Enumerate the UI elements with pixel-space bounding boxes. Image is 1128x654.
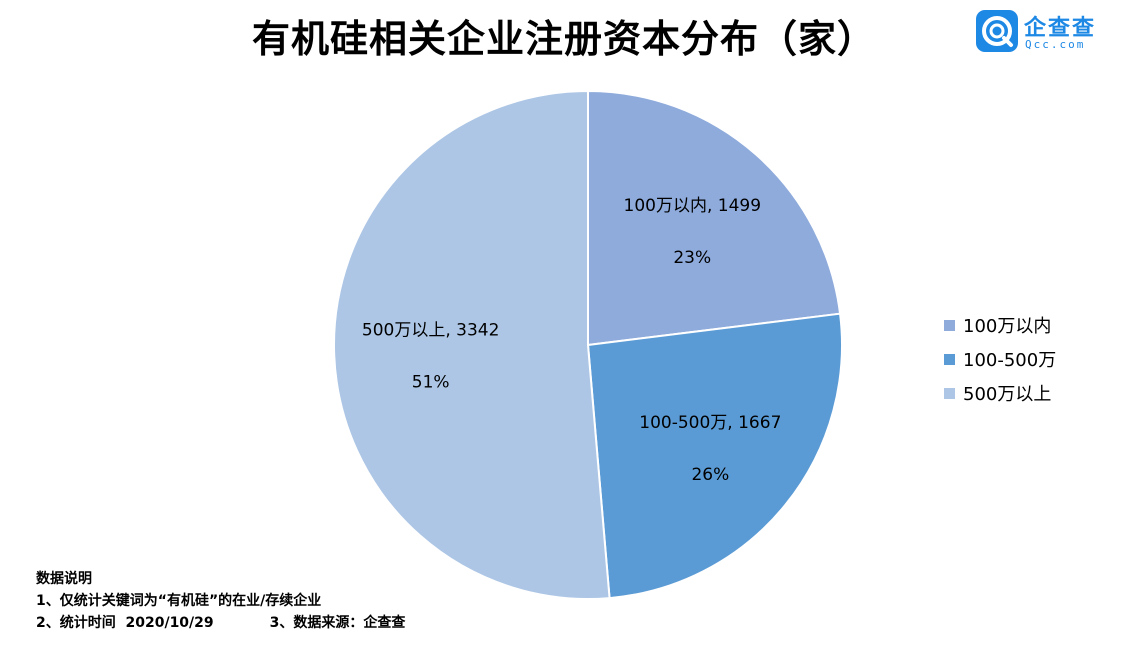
legend-label: 100万以内 [963,316,1052,337]
slice-data-label: 500万以上, 3342 [362,321,500,341]
slice-percent-label: 51% [412,373,450,393]
slice-percent-label: 26% [691,465,729,485]
notes-line-2: 2、统计时间 2020/10/29 3、数据来源：企查查 [36,612,405,634]
qcc-logo: 企查查 Qcc.com [976,10,1116,54]
notes-line-1: 1、仅统计关键词为“有机硅”的在业/存续企业 [36,593,322,609]
legend-swatch [944,387,955,399]
data-notes: 数据说明 1、仅统计关键词为“有机硅”的在业/存续企业 2、统计时间 2020/… [36,568,405,634]
slice-data-label: 100万以内, 1499 [624,196,762,216]
notes-heading: 数据说明 [36,571,92,587]
legend-swatch [944,319,955,331]
pie-slice [587,89,842,347]
logo-name: 企查查 [1024,16,1097,41]
chart-title: 有机硅相关企业注册资本分布（家） [251,17,876,61]
notes-source: 3、数据来源：企查查 [269,615,406,631]
slice-percent-label: 23% [673,248,711,268]
qcc-logo-icon [976,10,1018,52]
pie-slice [586,312,843,600]
notes-stat-time: 2、统计时间 2020/10/29 [36,615,214,631]
legend-label: 500万以上 [963,384,1052,405]
pie-slice [333,89,611,600]
legend-item: 100-500万 [944,342,1056,376]
legend-swatch [944,353,955,365]
legend-item: 500万以上 [944,376,1056,410]
chart-legend: 100万以内 100-500万 500万以上 [944,308,1056,410]
legend-item: 100万以内 [944,308,1056,342]
legend-label: 100-500万 [963,350,1057,371]
logo-domain: Qcc.com [1025,38,1086,51]
slice-data-label: 100-500万, 1667 [639,413,781,433]
